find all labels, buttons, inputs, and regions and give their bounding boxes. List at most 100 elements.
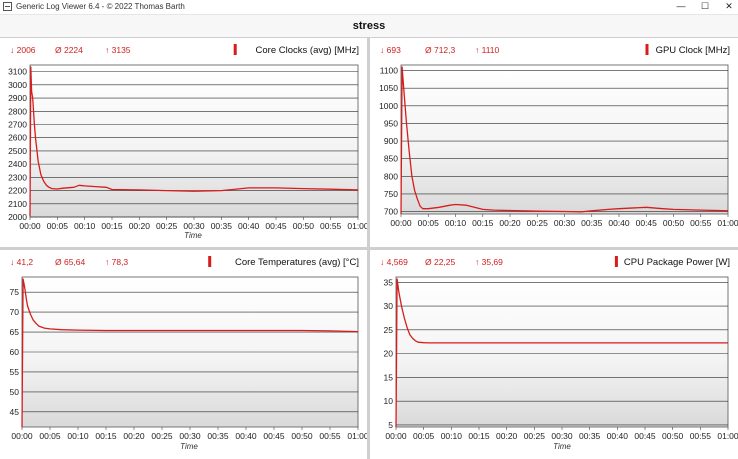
stat-avg: Ø 65,64 [55,257,86,267]
x-tick-label: 00:45 [263,431,285,441]
window-title: Generic Log Viewer 6.4 - © 2022 Thomas B… [16,2,185,11]
chart-panel-gpu-clock: ↓ 693 Ø 712,3 ↑ 1110 GPU Clock [MHz] 700 750 8… [370,38,738,247]
window-titlebar: Generic Log Viewer 6.4 - © 2022 Thomas B… [0,0,738,15]
x-tick-label: 00:30 [179,431,201,441]
y-tick-label: 45 [10,407,20,417]
x-tick-label: 00:30 [551,431,573,441]
y-tick-label: 2300 [8,172,27,182]
x-tick-label: 00:20 [123,431,145,441]
minimize-button[interactable]: — [676,1,686,11]
series-line [29,66,359,217]
x-tick-label: 00:10 [445,218,467,228]
stat-max: ↑ 3135 [105,45,131,55]
y-tick-label: 5 [388,420,393,430]
x-tick-label: 00:35 [579,431,601,441]
chart-title: GPU Clock [MHz] [656,45,730,56]
y-tick-label: 65 [10,327,20,337]
y-tick-label: 75 [10,287,20,297]
x-tick-label: 00:45 [636,218,658,228]
y-tick-label: 3000 [8,80,27,90]
y-tick-label: 2400 [8,159,27,169]
y-tick-label: 10 [384,396,394,406]
y-tick-label: 3100 [8,67,27,77]
x-tick-label: 00:25 [524,431,546,441]
x-tick-label: 00:55 [690,431,712,441]
chart-svg: ↓ 4,569 Ø 22,25 ↑ 35,69 CPU Package Power [… [380,256,738,451]
x-tick-label: 00:10 [67,431,89,441]
x-tick-label: 00:35 [211,221,233,231]
stat-min: ↓ 693 [380,45,401,55]
plot-area [395,276,729,428]
chart-title: Core Temperatures (avg) [°C] [235,257,359,268]
x-tick-label: 00:50 [663,218,685,228]
x-tick-label: 00:00 [385,431,407,441]
log-title: stress [352,20,386,32]
x-tick-label: 01:00 [347,221,367,231]
chart-title: CPU Package Power [W] [624,257,730,268]
x-axis-label: Time [553,442,571,451]
y-tick-label: 1050 [379,83,398,93]
y-tick-label: 750 [384,189,398,199]
x-tick-label: 00:55 [690,218,712,228]
x-tick-label: 00:25 [151,431,173,441]
x-tick-label: 00:50 [662,431,684,441]
y-tick-label: 60 [10,347,20,357]
x-tick-label: 00:20 [496,431,518,441]
x-tick-label: 00:15 [472,218,494,228]
x-tick-label: 00:30 [183,221,205,231]
chart-panel-core-clocks: ↓ 2006 Ø 2224 ↑ 3135 Core Clocks (avg) [MHz… [0,38,367,247]
x-tick-label: 00:20 [129,221,151,231]
x-tick-label: 00:40 [238,221,260,231]
stat-min: ↓ 2006 [10,45,36,55]
y-tick-label: 2800 [8,106,27,116]
log-header: stress [0,15,738,38]
x-tick-label: 00:00 [11,431,33,441]
chart-panel-cpu-package-power: ↓ 4,569 Ø 22,25 ↑ 35,69 CPU Package Power [… [370,250,738,459]
legend-marker [208,256,212,267]
y-tick-label: 2500 [8,146,27,156]
chart-svg: ↓ 41,2 Ø 65,64 ↑ 78,3 Core Temperatures (av… [10,256,367,451]
y-tick-label: 2100 [8,199,27,209]
x-axis-label: Time [180,442,198,451]
y-tick-label: 35 [384,277,394,287]
series-line [395,278,728,428]
y-tick-label: 2900 [8,93,27,103]
y-tick-label: 800 [384,171,398,181]
x-tick-label: 00:15 [95,431,117,441]
y-tick-label: 2200 [8,186,27,196]
chart-title: Core Clocks (avg) [MHz] [256,45,359,56]
close-button[interactable]: ✕ [725,1,733,11]
legend-marker [233,44,237,55]
stat-avg: Ø 712,3 [425,45,456,55]
x-tick-label: 00:40 [607,431,629,441]
y-tick-label: 1100 [380,66,399,76]
y-tick-label: 2600 [8,133,27,143]
x-tick-label: 00:55 [319,431,341,441]
stat-max: ↑ 1110 [475,45,500,55]
y-tick-label: 25 [384,325,394,335]
stat-min: ↓ 4,569 [380,257,408,267]
x-tick-label: 00:10 [441,431,463,441]
stat-avg: Ø 22,25 [425,257,456,267]
x-tick-label: 00:40 [608,218,630,228]
x-tick-label: 00:15 [101,221,123,231]
y-tick-label: 55 [10,367,20,377]
x-tick-label: 00:10 [74,221,96,231]
y-tick-label: 1000 [379,101,398,111]
stat-max: ↑ 78,3 [105,257,128,267]
x-tick-label: 01:00 [717,431,738,441]
maximize-button[interactable]: ☐ [700,1,710,11]
plot-area [29,64,359,218]
y-tick-label: 950 [384,118,398,128]
x-tick-label: 00:40 [235,431,257,441]
stat-avg: Ø 2224 [55,45,83,55]
x-tick-label: 00:15 [468,431,490,441]
horizontal-divider[interactable] [0,247,738,250]
x-tick-label: 00:05 [47,221,69,231]
x-tick-label: 00:45 [634,431,656,441]
x-tick-label: 01:00 [717,218,738,228]
legend-marker [645,44,649,55]
y-tick-label: 70 [10,307,20,317]
plot-area [400,64,729,215]
x-tick-label: 00:00 [390,218,412,228]
